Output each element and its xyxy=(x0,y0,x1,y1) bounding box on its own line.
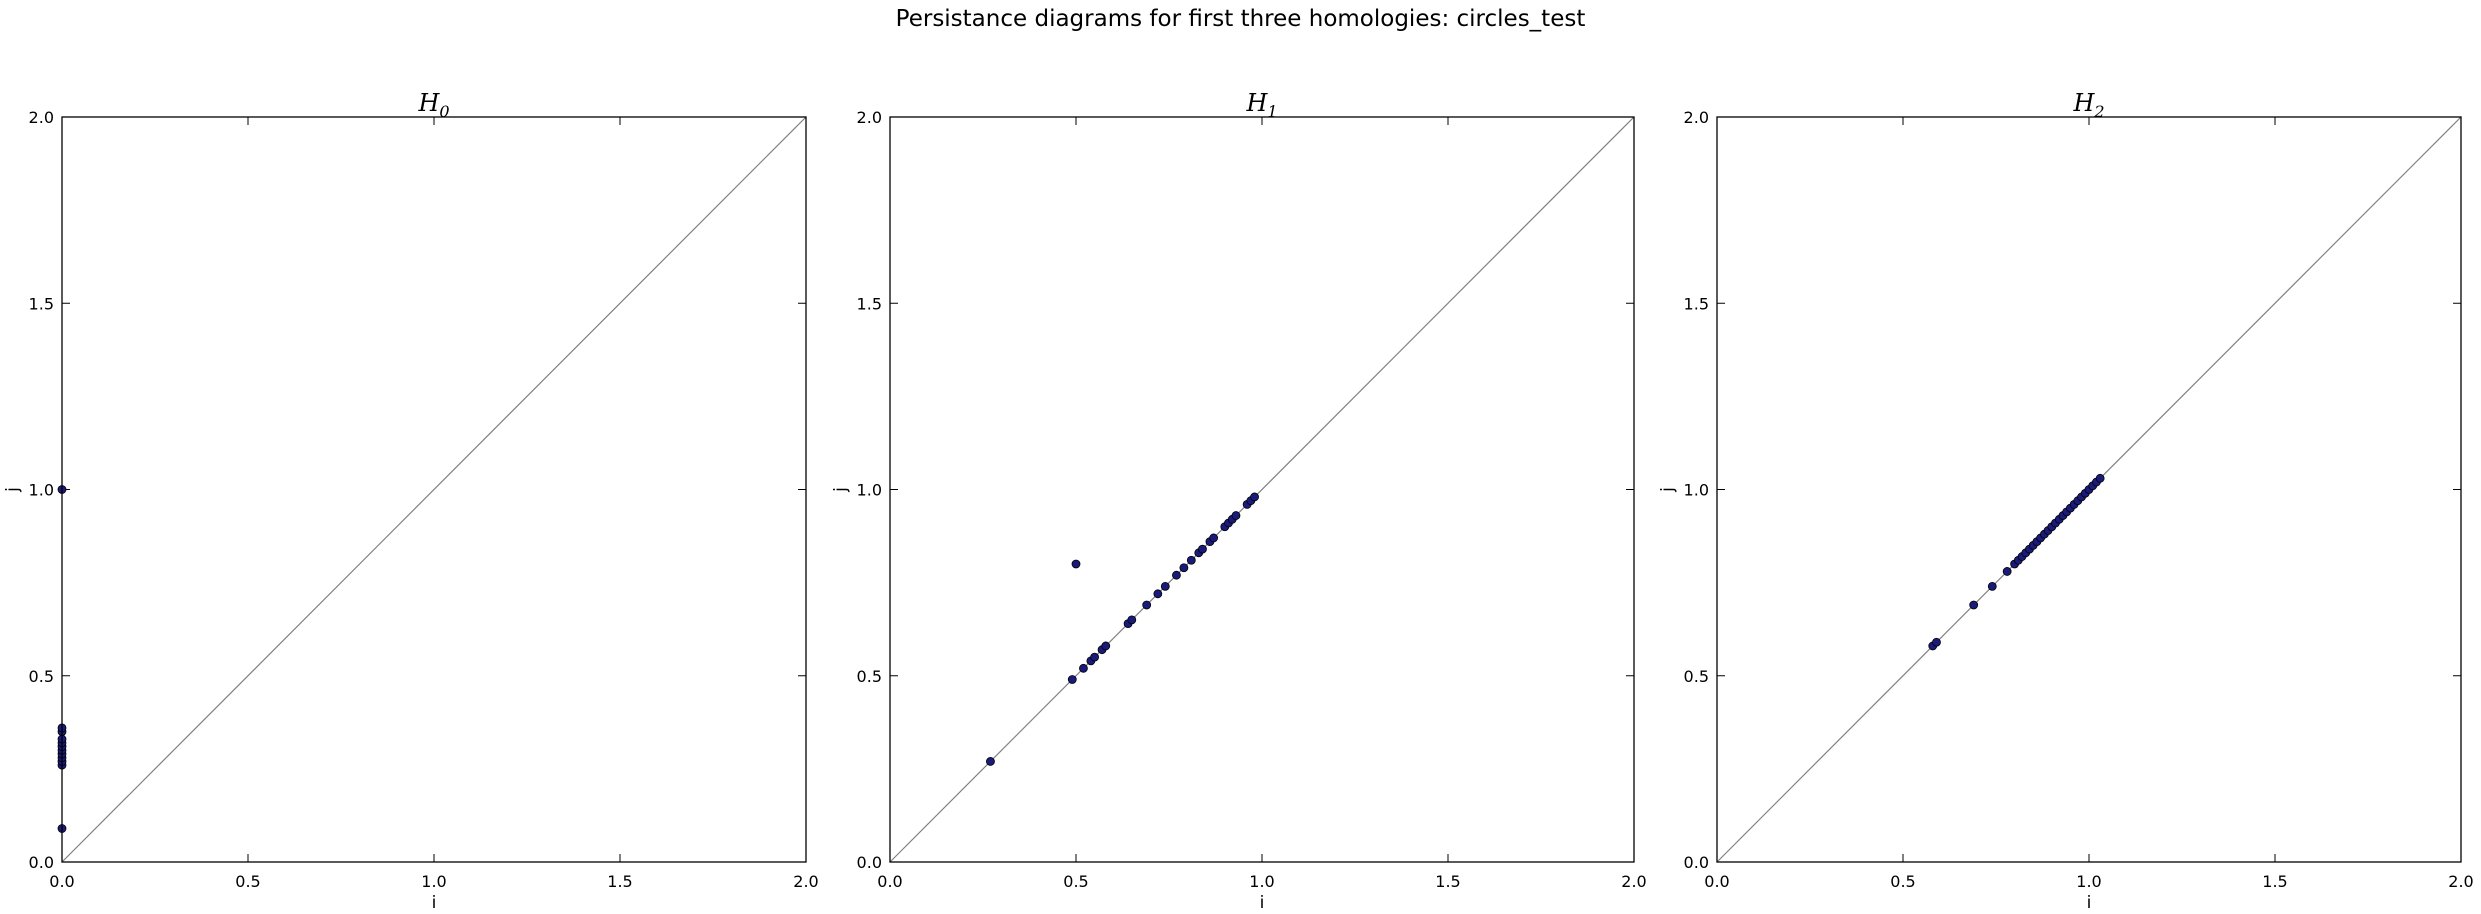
data-point xyxy=(1198,544,1207,554)
x-axis-label: i xyxy=(2087,893,2092,913)
diagonal-line xyxy=(61,116,807,863)
axes-frame xyxy=(889,116,1635,863)
x-tick-label: 1.0 xyxy=(2076,872,2101,891)
data-point xyxy=(1969,600,1979,610)
data-point xyxy=(1186,555,1196,565)
data-point xyxy=(1067,675,1077,684)
data-point xyxy=(1142,600,1152,610)
x-tick-label: 1.0 xyxy=(1249,872,1274,891)
x-tick-label: 0.0 xyxy=(49,872,74,891)
x-tick-label: 1.5 xyxy=(2262,872,2287,891)
x-tick-label: 0.0 xyxy=(1704,872,1729,891)
y-tick-label: 1.5 xyxy=(1684,294,1709,313)
x-tick-label: 0.0 xyxy=(877,872,902,891)
data-point xyxy=(1127,615,1137,625)
y-tick-label: 2.0 xyxy=(857,108,882,127)
data-point xyxy=(1987,581,1997,591)
data-point xyxy=(1250,492,1259,502)
y-tick-label: 1.5 xyxy=(857,294,882,313)
y-tick-label: 0.5 xyxy=(29,667,54,686)
x-axis-label: i xyxy=(1260,893,1265,913)
y-axis-label: j xyxy=(1658,487,1678,493)
subplot-title: H1 xyxy=(1245,89,1277,121)
data-point xyxy=(1071,559,1081,569)
y-tick-label: 2.0 xyxy=(1684,108,1709,127)
x-tick-label: 0.5 xyxy=(235,872,260,891)
x-axis-label: i xyxy=(432,893,437,913)
data-point xyxy=(1179,563,1189,573)
x-tick-label: 0.5 xyxy=(1063,872,1088,891)
data-point xyxy=(1101,641,1111,651)
data-point xyxy=(2002,567,2012,576)
y-axis-label: j xyxy=(831,487,851,493)
data-point xyxy=(2095,473,2105,483)
data-point xyxy=(1090,652,1099,662)
y-tick-label: 1.0 xyxy=(857,481,882,500)
diagonal-line xyxy=(889,116,1635,863)
subplot-title-subscript: 1 xyxy=(1267,102,1277,121)
x-tick-label: 2.0 xyxy=(2448,872,2473,891)
chart-panel-h2: 0.0 0.5 1.0 1.5 2.0 0.0 0.5 1.0 1.5 2.0 i j H2 xyxy=(1658,89,2474,913)
data-point xyxy=(1172,570,1181,580)
x-tick-label: 2.0 xyxy=(793,872,818,891)
data-point xyxy=(1932,637,1941,647)
y-tick-label: 0.0 xyxy=(1684,853,1709,872)
y-tick-label: 2.0 xyxy=(29,108,54,127)
x-tick-label: 2.0 xyxy=(1621,872,1646,891)
data-point xyxy=(986,757,995,766)
y-tick-label: 0.5 xyxy=(1684,667,1709,686)
data-point xyxy=(1160,581,1170,591)
data-point xyxy=(1153,589,1163,599)
axes-frame xyxy=(61,116,807,863)
figure-title: Persistance diagrams for first three hom… xyxy=(895,6,1586,32)
y-tick-label: 1.0 xyxy=(1684,481,1709,500)
y-tick-label: 0.0 xyxy=(857,853,882,872)
chart-panel-h0: 0.0 0.5 1.0 1.5 2.0 0.0 0.5 1.0 1.5 2.0 i j H0 xyxy=(3,89,819,913)
y-axis-label: j xyxy=(3,487,23,493)
x-tick-label: 1.0 xyxy=(421,872,446,891)
subplot-title-subscript: 0 xyxy=(439,102,449,121)
x-tick-label: 1.5 xyxy=(607,872,632,891)
y-tick-label: 0.0 xyxy=(29,853,54,872)
data-point xyxy=(1231,511,1241,520)
data-point xyxy=(1079,663,1088,673)
y-tick-label: 1.5 xyxy=(29,294,54,313)
x-tick-label: 1.5 xyxy=(1435,872,1460,891)
subplot-title: H0 xyxy=(417,89,449,121)
y-tick-label: 1.0 xyxy=(29,481,54,500)
data-point xyxy=(1209,533,1219,543)
subplot-title: H2 xyxy=(2072,89,2104,121)
y-tick-label: 0.5 xyxy=(857,667,882,686)
subplot-title-subscript: 2 xyxy=(2093,102,2104,121)
chart-panel-h1: 0.0 0.5 1.0 1.5 2.0 0.0 0.5 1.0 1.5 2.0 i j H1 xyxy=(831,89,1647,913)
x-tick-label: 0.5 xyxy=(1890,872,1915,891)
axes-frame xyxy=(1716,116,2462,863)
